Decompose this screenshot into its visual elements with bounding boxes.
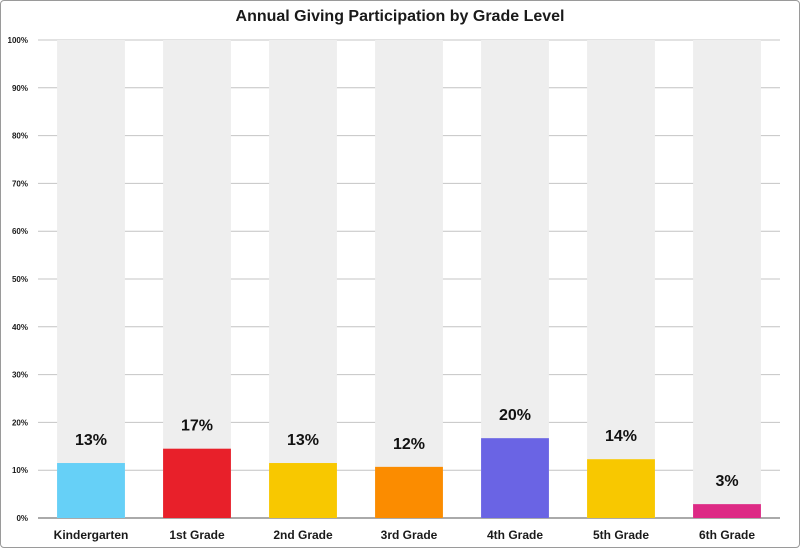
bar-3 bbox=[375, 466, 443, 518]
data-labels: 13% 17% 13% 12% 20% 14% 3% bbox=[75, 407, 739, 490]
y-tick-label: 80% bbox=[12, 132, 28, 141]
bar-4 bbox=[481, 438, 549, 518]
data-label: 3% bbox=[715, 473, 738, 490]
data-label: 14% bbox=[605, 428, 637, 445]
y-tick-label: 40% bbox=[12, 323, 28, 332]
y-tick-label: 70% bbox=[12, 179, 28, 188]
data-label: 17% bbox=[181, 418, 213, 435]
y-tick-label: 100% bbox=[8, 36, 28, 45]
background-bar bbox=[375, 40, 443, 518]
y-axis-ticks: 0% 10% 20% 30% 40% 50% 60% 70% 80% 90% 100% bbox=[8, 36, 28, 523]
background-bar bbox=[163, 40, 231, 518]
x-tick-label: 2nd Grade bbox=[273, 528, 333, 542]
x-tick-label: 6th Grade bbox=[699, 528, 755, 542]
y-tick-label: 30% bbox=[12, 371, 28, 380]
x-tick-label: 3rd Grade bbox=[381, 528, 438, 542]
data-label: 13% bbox=[75, 432, 107, 449]
x-axis-ticks: Kindergarten 1st Grade 2nd Grade 3rd Grade 4… bbox=[54, 528, 756, 542]
y-tick-label: 10% bbox=[12, 466, 28, 475]
data-label: 13% bbox=[287, 432, 319, 449]
x-tick-label: 4th Grade bbox=[487, 528, 543, 542]
bars bbox=[57, 438, 761, 518]
x-tick-label: 1st Grade bbox=[169, 528, 225, 542]
bar-2 bbox=[269, 463, 337, 518]
y-tick-label: 20% bbox=[12, 418, 28, 427]
data-label: 20% bbox=[499, 407, 531, 424]
background-bar bbox=[587, 40, 655, 518]
bar-6 bbox=[693, 504, 761, 518]
background-bars bbox=[57, 40, 761, 518]
bar-0 bbox=[57, 463, 125, 518]
y-tick-label: 60% bbox=[12, 227, 28, 236]
y-tick-label: 0% bbox=[16, 514, 28, 523]
y-tick-label: 50% bbox=[12, 275, 28, 284]
background-bar bbox=[693, 40, 761, 518]
background-bar bbox=[269, 40, 337, 518]
chart-title: Annual Giving Participation by Grade Lev… bbox=[235, 8, 565, 25]
bar-5 bbox=[587, 459, 655, 518]
x-tick-label: 5th Grade bbox=[593, 528, 649, 542]
bar-1 bbox=[163, 448, 231, 518]
y-tick-label: 90% bbox=[12, 84, 28, 93]
x-tick-label: Kindergarten bbox=[54, 528, 129, 542]
data-label: 12% bbox=[393, 436, 425, 453]
background-bar bbox=[57, 40, 125, 518]
